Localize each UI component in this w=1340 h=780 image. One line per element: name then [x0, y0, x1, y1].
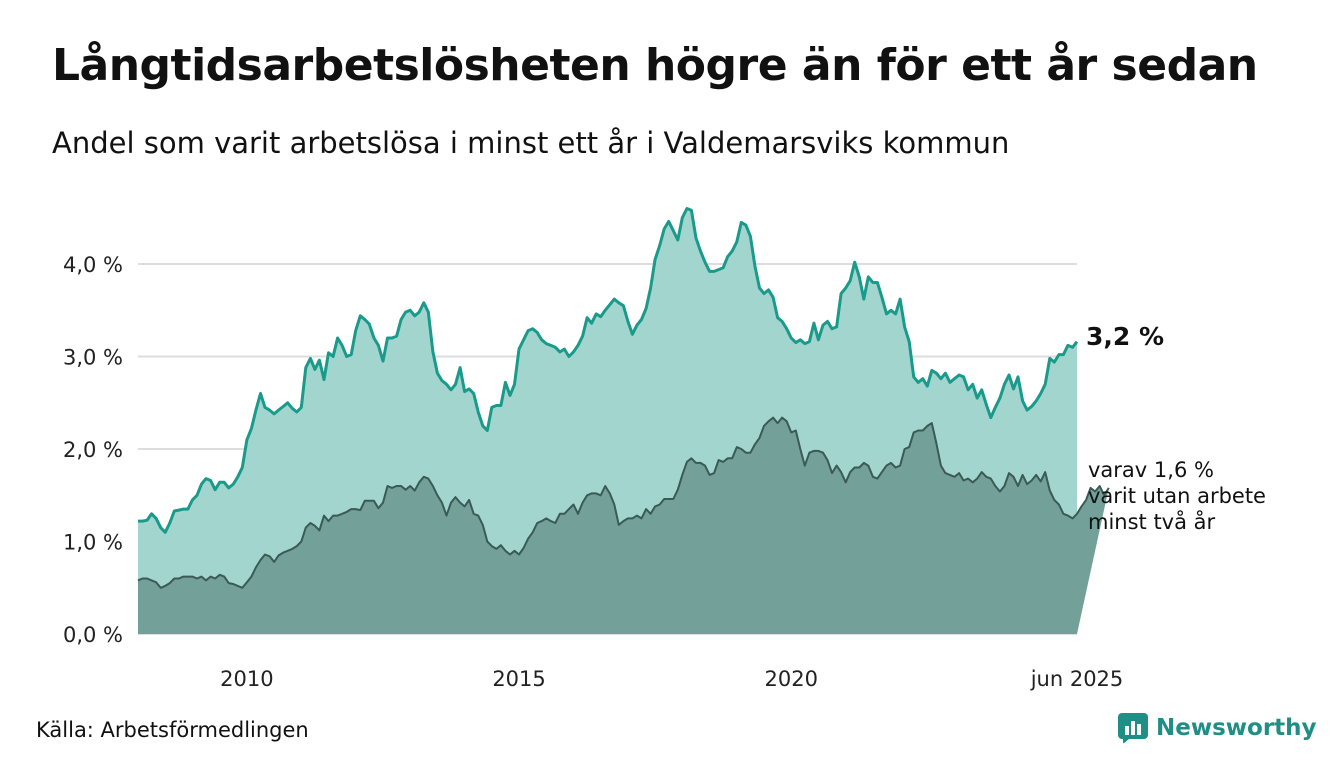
end-label-sub-line-1: varav 1,6 %: [1088, 458, 1214, 482]
series-1-line: [138, 207, 1079, 534]
series-2-area: [138, 417, 1109, 634]
area-chart: 0,0 % 1,0 % 2,0 % 3,0 % 4,0 % 2010 2015 2020 ju…: [63, 207, 1266, 691]
brand-name: Newsworthy: [1156, 715, 1317, 741]
y-tick-label: 0,0 %: [63, 623, 123, 647]
chart-subtitle: Andel som varit arbetslösa i minst ett å…: [52, 126, 1010, 160]
y-tick-label: 4,0 %: [63, 253, 123, 277]
y-tick-label: 1,0 %: [63, 531, 123, 555]
end-label-sub-line-3: minst två år: [1088, 509, 1216, 534]
x-tick-label: jun 2025: [1030, 667, 1124, 691]
x-tick-label: 2015: [492, 667, 545, 691]
y-tick-label: 2,0 %: [63, 438, 123, 462]
end-label-main: 3,2 %: [1086, 322, 1164, 351]
chart-title: Långtidsarbetslösheten högre än för ett …: [52, 40, 1258, 91]
x-tick-label: 2020: [764, 667, 817, 691]
source-note: Källa: Arbetsförmedlingen: [36, 718, 309, 742]
y-axis-ticks: 0,0 % 1,0 % 2,0 % 3,0 % 4,0 %: [63, 253, 123, 647]
brand-logo: Newsworthy: [1118, 713, 1317, 743]
newsworthy-logo-icon: [1118, 713, 1148, 743]
x-tick-label: 2010: [220, 667, 273, 691]
y-tick-label: 3,0 %: [63, 346, 123, 370]
x-axis-ticks: 2010 2015 2020 jun 2025: [220, 667, 1123, 691]
series-2-line: [137, 416, 1110, 589]
end-label-sub-line-2: varit utan arbete: [1088, 484, 1266, 508]
